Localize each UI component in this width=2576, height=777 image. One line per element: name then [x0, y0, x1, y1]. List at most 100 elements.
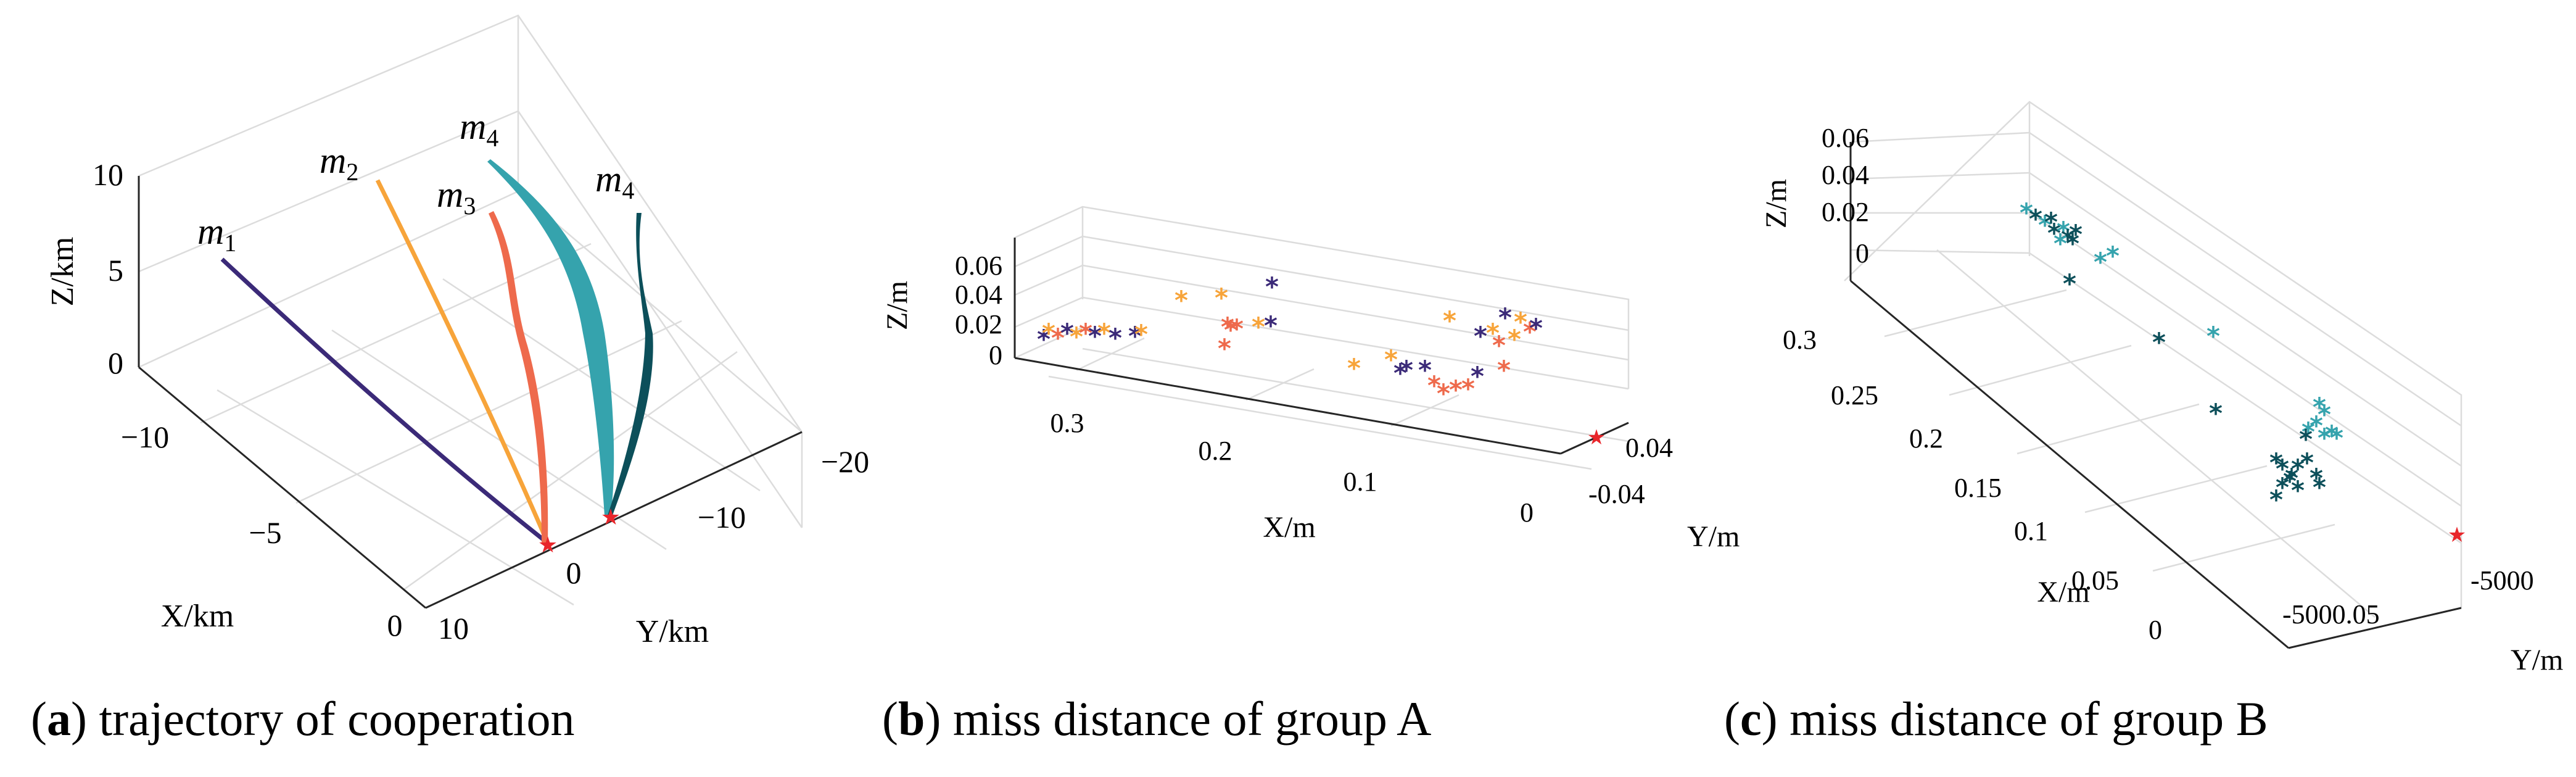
panel-b-scatter-point: * — [1218, 333, 1231, 364]
panel-c-x-tick-label: 0 — [2149, 615, 2162, 645]
panel-c-grid — [2029, 212, 2462, 507]
panel-b-grid — [1082, 235, 1629, 331]
panel-c-grid — [1884, 289, 2067, 338]
panel-b-scatter-point: * — [1508, 324, 1521, 354]
panel-b-scatter-point: * — [1514, 307, 1527, 337]
panel-a-series-m4-line — [487, 159, 614, 515]
panel-b-grid — [1048, 375, 1592, 470]
panel-b-scatter-point: * — [1060, 318, 1074, 348]
caption-b-text: miss distance of group A — [941, 692, 1432, 746]
panel-c-z-tick-label: 0.04 — [1822, 160, 1869, 190]
panel-b-scatter-point: * — [1474, 321, 1487, 351]
panel-c-z-tick-label: 0.06 — [1822, 123, 1869, 153]
panel-c-scatter-point: * — [2310, 463, 2323, 493]
panel-b-grid — [1014, 296, 1083, 328]
panel-c-scatter-point: * — [2269, 484, 2283, 515]
panel-c-back-wall — [1844, 101, 2462, 608]
panel-b-scatter-point: * — [1437, 378, 1450, 409]
caption-c-text: miss distance of group B — [1777, 692, 2268, 746]
panel-b-scatter-point: * — [1443, 305, 1456, 336]
panel-b-x-tick-label: 0.3 — [1051, 408, 1084, 438]
panel-a-x-axis-label: X/km — [161, 599, 234, 634]
panel-b-scatter-point: * — [1224, 315, 1237, 345]
panel-b-z-tick-label: 0.06 — [955, 251, 1002, 281]
panel-c-y-axis — [2288, 607, 2462, 649]
panel-a-y-tick-label: −20 — [821, 444, 869, 479]
panel-b-z-axis-label: Z/m — [881, 281, 914, 330]
panel-b-x-tick-label: 0.1 — [1344, 467, 1377, 497]
panel-a-grid — [138, 190, 519, 368]
panel-b-grid — [1014, 326, 1083, 359]
panel-a-x-tick-label: −10 — [121, 420, 169, 454]
panel-b-scatter-point: * — [1384, 344, 1398, 375]
panel-a-grid — [403, 351, 738, 591]
panel-a-target-marker: ★ — [601, 505, 621, 530]
panel-b-scatter-point: * — [1347, 353, 1361, 383]
panel-a-series-label: m1 — [197, 211, 236, 257]
panel-c-x-tick-label: 0.05 — [2071, 565, 2119, 596]
panel-c-scatter-point: * — [2318, 423, 2331, 453]
panel-a-series-label: m2 — [320, 140, 358, 186]
panel-b-x-tick-label: 0 — [1520, 497, 1534, 528]
panel-b-y-axis-label: Y/m — [1687, 520, 1740, 553]
panel-c-z-tick-label: 0 — [1856, 238, 1869, 268]
panel-a-grid — [217, 389, 574, 606]
panel-b-scatter-point: * — [1461, 373, 1475, 404]
panel-b-scatter-point: * — [1264, 310, 1278, 341]
panel-b-grid — [1082, 347, 1629, 443]
panel-b-y-tick-label: 0.04 — [1625, 433, 1673, 463]
panel-a-series-m2-line — [375, 179, 550, 544]
panel-b-scatter: ********* *** * **** *** * * ***** *** ****** *** * — [1037, 272, 1543, 409]
panel-c-y-tick-label: -5000.05 — [2282, 599, 2380, 629]
panel-b-scatter-point: * — [1471, 361, 1484, 391]
panel-b-x-axis — [1014, 357, 1561, 455]
panel-a-x-tick-label: −5 — [249, 515, 281, 550]
panel-b-z-tick-label: 0 — [989, 340, 1002, 370]
panel-b-z-tick-label: 0.04 — [955, 280, 1002, 310]
panel-a-z-tick-label: 0 — [108, 346, 123, 380]
panel-c-scatter-point: * — [2061, 224, 2074, 254]
panel-b-scatter-point: * — [1529, 313, 1543, 343]
panel-a-z-axis-label: Z/km — [45, 237, 80, 307]
panel-b-scatter-point: * — [1221, 312, 1234, 342]
panel-b-scatter-point: * — [1134, 319, 1148, 349]
panel-a-target-marker: ★ — [538, 533, 558, 557]
panel-c-grid — [2029, 252, 2462, 544]
panel-c-grid — [2084, 465, 2268, 513]
panel-b-grid — [1245, 368, 1315, 401]
panel-b-grid — [1014, 235, 1083, 268]
panel-a-y-tick-label: 0 — [566, 555, 582, 590]
panel-a-grid — [138, 110, 519, 273]
caption-a: (a) trajectory of cooperation — [31, 692, 575, 746]
panel-c-scatter-point: * — [2057, 216, 2070, 246]
panel-b-scatter-point: * — [1492, 330, 1506, 360]
panel-a-grid — [517, 110, 803, 528]
panel-c-scatter-point: * — [2299, 424, 2313, 454]
panel-b-scatter-point: * — [1128, 321, 1142, 351]
panel-b-scatter-point: * — [1418, 355, 1432, 385]
panel-c-scatter-point: * — [2301, 417, 2315, 447]
panel-c-scatter-point: * — [2094, 247, 2107, 277]
panel-c-grid — [2029, 131, 2462, 427]
panel-c-scatter-point: * — [2066, 228, 2079, 259]
panel-a-y-axis-label: Y/km — [636, 614, 709, 649]
panel-c-y-axis-label: Y/m — [2511, 644, 2563, 676]
panel-c-scatter-point: * — [2029, 204, 2042, 234]
panel-c-scatter-point: * — [2285, 463, 2298, 493]
panel-b: ********* *** * **** *** * * ***** *** ****** *** *… — [881, 206, 1740, 553]
panel-c-scatter-point: * — [2330, 423, 2343, 453]
panel-c-x-tick-label: 0.2 — [1909, 423, 1943, 454]
panel-c-x-tick-label: 0.1 — [2014, 516, 2048, 546]
panel-c-scatter-point: * — [2069, 219, 2083, 249]
panel-c-x-axis — [1850, 280, 2289, 649]
panel-b-scatter-point: * — [1097, 318, 1111, 348]
panel-b-x-axis-label: X/m — [1263, 511, 1315, 544]
caption-a-text: trajectory of cooperation — [86, 692, 575, 746]
panel-c-scatter-point: * — [2313, 392, 2326, 422]
panel-b-scatter-point: * — [1088, 321, 1102, 351]
panel-b-scatter-point: * — [1215, 283, 1228, 313]
panel-b-grid — [1390, 394, 1459, 427]
panel-a-z-tick-label: 5 — [108, 253, 123, 288]
caption-c: (c) miss distance of group B — [1724, 692, 2268, 746]
